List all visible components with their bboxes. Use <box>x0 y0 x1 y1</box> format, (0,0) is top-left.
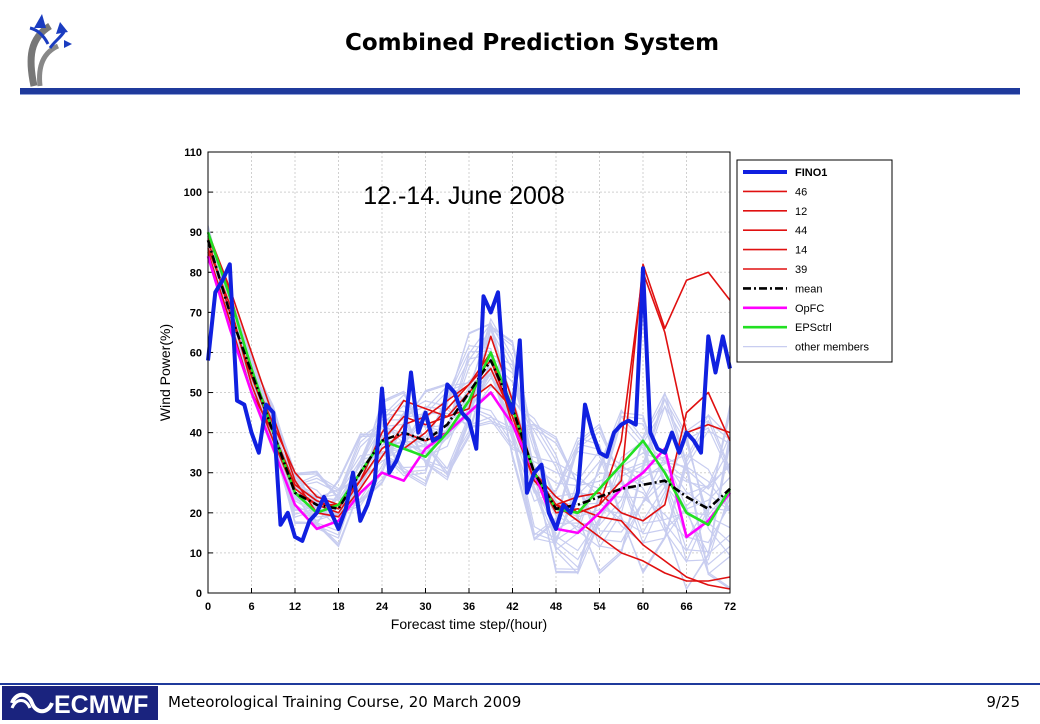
footer-text: Meteorological Training Course, 20 March… <box>168 693 522 711</box>
other-member-line <box>207 254 731 541</box>
legend-label: 46 <box>795 186 807 198</box>
y-tick-label: 90 <box>190 227 202 239</box>
y-tick-label: 50 <box>190 388 202 400</box>
y-tick-label: 60 <box>190 347 202 359</box>
title-rule <box>20 88 1020 95</box>
series-line-39 <box>207 239 731 514</box>
y-tick-label: 0 <box>196 588 202 600</box>
footer-rule <box>0 683 1040 685</box>
legend-label: OpFC <box>795 303 824 315</box>
legend-label: FINO1 <box>795 167 827 179</box>
y-tick-label: 10 <box>190 548 202 560</box>
x-tick-label: 48 <box>550 601 562 613</box>
series-line-mean <box>206 239 731 511</box>
y-tick-label: 110 <box>184 147 202 159</box>
x-tick-label: 0 <box>205 601 211 613</box>
y-tick-label: 100 <box>184 187 202 199</box>
x-tick-label: 66 <box>680 601 692 613</box>
x-tick-label: 18 <box>332 601 344 613</box>
x-tick-label: 42 <box>506 601 518 613</box>
x-tick-label: 6 <box>248 601 254 613</box>
series-line-opfc <box>206 255 732 539</box>
wind-power-chart: 0 6 12 18 24 30 36 42 48 54 60 66 72 0 10 20 30 40 50 60 70 8… <box>157 147 893 632</box>
y-tick-label: 80 <box>190 267 202 279</box>
y-tick-label: 30 <box>190 468 202 480</box>
legend-label: EPSctrl <box>795 322 832 334</box>
y-tick-label: 20 <box>190 508 202 520</box>
y-axis-label: Wind Power(%) <box>157 324 173 421</box>
chart-annotation: 12.-14. June 2008 <box>363 182 565 210</box>
x-tick-label: 24 <box>376 601 389 613</box>
series-line-14 <box>207 251 731 522</box>
legend-label: 12 <box>795 206 807 218</box>
ecmwf-swirl-icon <box>10 692 54 714</box>
y-tick-label: 70 <box>190 307 202 319</box>
slide-title: Combined Prediction System <box>344 30 720 56</box>
x-tick-label: 30 <box>419 601 431 613</box>
legend-label: 44 <box>795 225 807 237</box>
legend-label: mean <box>795 283 823 295</box>
plot-border <box>207 151 731 594</box>
ecmwf-arrows-logo-icon <box>27 14 72 87</box>
series-line-fino1 <box>206 262 732 543</box>
y-tick-label: 40 <box>190 428 202 440</box>
x-tick-label: 54 <box>593 601 606 613</box>
x-tick-label: 72 <box>724 601 736 613</box>
other-member-line <box>207 234 731 575</box>
x-tick-label: 12 <box>289 601 301 613</box>
ecmwf-logo-text: ECMWF <box>54 691 148 719</box>
other-member-line <box>207 235 731 589</box>
legend-label: 14 <box>795 245 807 257</box>
legend-label: 39 <box>795 264 807 276</box>
page-number: 9/25 <box>986 693 1020 711</box>
ecmwf-logo: ECMWF <box>2 686 158 720</box>
x-tick-label: 60 <box>637 601 649 613</box>
x-tick-label: 36 <box>463 601 475 613</box>
x-axis-label: Forecast time step/(hour) <box>391 616 547 632</box>
legend-label: other members <box>795 342 869 354</box>
